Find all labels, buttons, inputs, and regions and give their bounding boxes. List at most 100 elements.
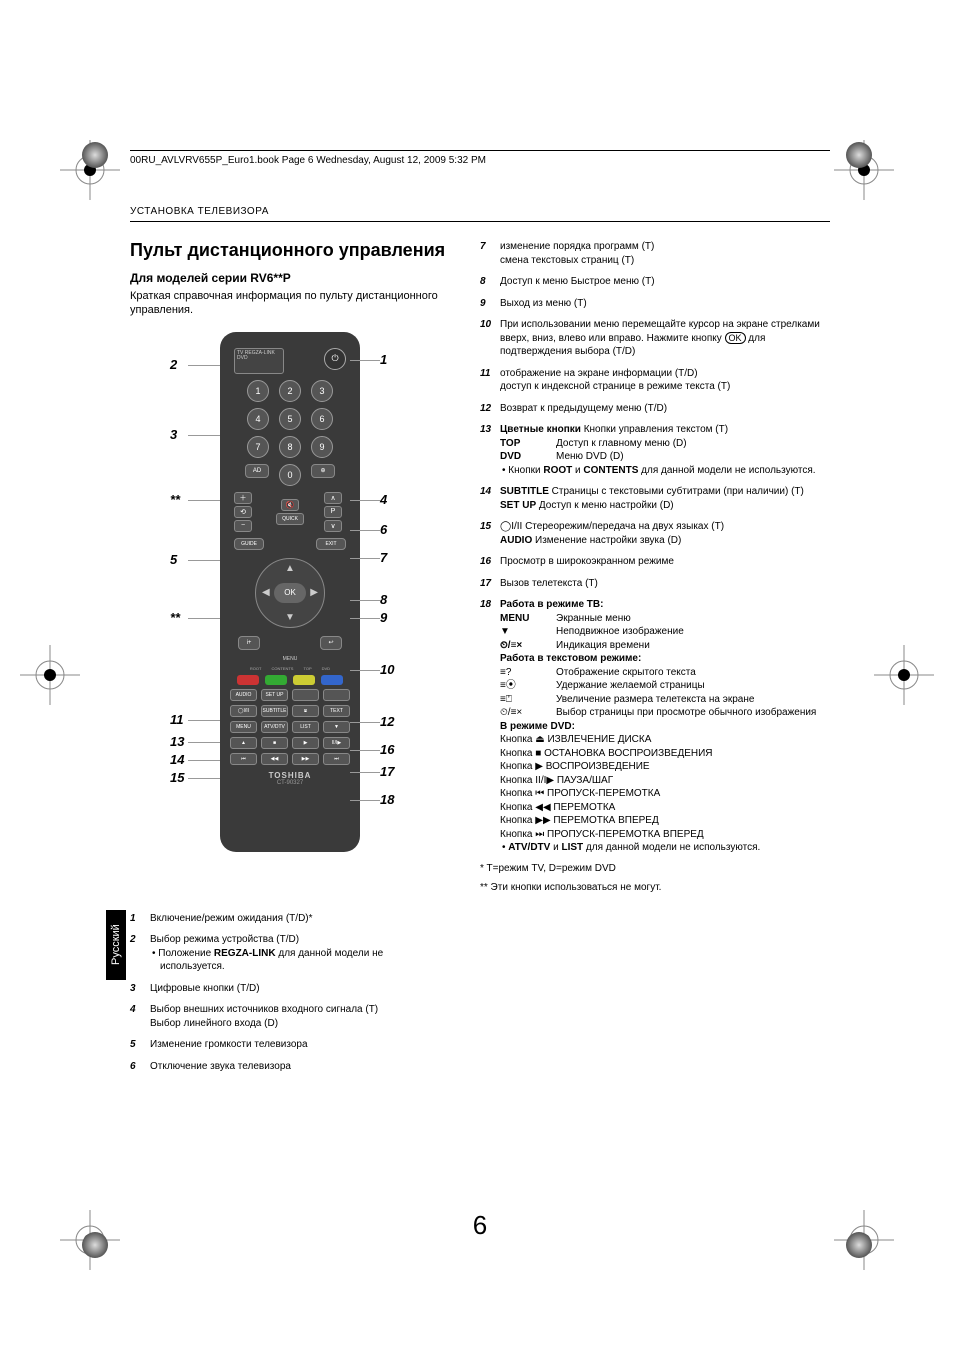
ad-button: AD	[245, 464, 269, 478]
callout-16: 16	[380, 742, 394, 757]
page-subtitle: Для моделей серии RV6**P	[130, 271, 450, 285]
quick-button: QUICK	[276, 513, 304, 525]
item18-text-title: Работа в текстовом режиме:	[500, 652, 830, 666]
description-list-right: 7изменение порядка программ (T)смена тек…	[480, 240, 830, 590]
remote-btn-row_b-3: TEXT	[323, 705, 350, 717]
remote-btn-row_e-0: ⏮	[230, 753, 257, 765]
digit-9: 9	[311, 436, 333, 458]
intro-text: Краткая справочная информация по пульту …	[130, 289, 450, 318]
remote-btn-row_d-1: ■	[261, 737, 288, 749]
ok-button: OK	[274, 583, 306, 603]
description-list-left: 1Включение/режим ожидания (T/D)* 2Выбор р…	[130, 912, 450, 1074]
decor-sphere-tr	[844, 140, 874, 170]
list-item-4: 4Выбор внешних источников входного сигна…	[130, 1003, 450, 1030]
color-button-2	[293, 675, 315, 685]
color-button-1	[265, 675, 287, 685]
menu-word: MENU	[228, 656, 352, 662]
callout-11: 11	[170, 712, 184, 727]
remote-btn-row_d-0: ▲	[230, 737, 257, 749]
digit-7: 7	[247, 436, 269, 458]
remote-btn-row_d-2: ▶	[292, 737, 319, 749]
callout-12: 12	[380, 714, 394, 729]
list-item-1: 1Включение/режим ожидания (T/D)*	[130, 912, 450, 926]
remote-btn-row_e-2: ▶▶	[292, 753, 319, 765]
digit-2: 2	[279, 380, 301, 402]
digit-0: 0	[279, 464, 301, 486]
callout-17: 17	[380, 764, 394, 779]
list-item-12: 12Возврат к предыдущему меню (T/D)	[480, 402, 830, 416]
list-item-3: 3Цифровые кнопки (T/D)	[130, 982, 450, 996]
decor-sphere-bl	[80, 1230, 110, 1260]
page-content: 00RU_AVLVRV655P_Euro1.book Page 6 Wednes…	[130, 150, 830, 1081]
page-number: 6	[130, 1210, 830, 1241]
list-item-17: 17Вызов телетекста (T)	[480, 577, 830, 591]
digit-4: 4	[247, 408, 269, 430]
list-item-8: 8Доступ к меню Быстрое меню (T)	[480, 275, 830, 289]
model-label: CT-90327	[228, 780, 352, 786]
callout-**: **	[170, 610, 180, 625]
callout-18: 18	[380, 792, 394, 807]
callout-**: **	[170, 492, 180, 507]
guide-button: GUIDE	[234, 538, 264, 550]
item18-dvd-note: • ATV/DTV и LIST для данной модели не ис…	[500, 841, 830, 855]
crop-mark-mr	[874, 645, 934, 705]
callout-3: 3	[170, 427, 177, 442]
file-header: 00RU_AVLVRV655P_Euro1.book Page 6 Wednes…	[130, 155, 830, 176]
remote-btn-row_e-1: ◀◀	[261, 753, 288, 765]
callout-2: 2	[170, 357, 177, 372]
exit-button: EXIT	[316, 538, 346, 550]
remote-btn-row_c-0: MENU	[230, 721, 257, 733]
list-item-13: 13Цветные кнопки Кнопки управления текст…	[480, 423, 830, 477]
digit-5: 5	[279, 408, 301, 430]
remote-btn-row_c-2: LIST	[292, 721, 319, 733]
program-control: ∧P∨	[324, 492, 346, 532]
list-item-15: 15◯I/II Стереорежим/передача на двух язы…	[480, 520, 830, 547]
remote-btn-row_d-3: II/I▶	[323, 737, 350, 749]
color-button-0	[237, 675, 259, 685]
remote-diagram: TV REGZA-LINK DVD ⏻ 123 456 789 AD0⊕ ＋⟲−…	[130, 332, 450, 892]
mode-switch: TV REGZA-LINK DVD	[234, 348, 284, 374]
decor-sphere-tl	[80, 140, 110, 170]
remote-btn-row_a-0: AUDIO	[230, 689, 257, 701]
color-button-3	[321, 675, 343, 685]
remote-btn-row_a-3	[323, 689, 350, 701]
decor-sphere-br	[844, 1230, 874, 1260]
item-18: 18 Работа в режиме ТВ: MENUЭкранные меню…	[480, 598, 830, 855]
brand-label: TOSHIBA	[228, 771, 352, 780]
page-title: Пульт дистанционного управления	[130, 240, 450, 261]
list-item-2: 2Выбор режима устройства (T/D)• Положени…	[130, 933, 450, 974]
callout-7: 7	[380, 550, 387, 565]
callout-13: 13	[170, 734, 184, 749]
digit-3: 3	[311, 380, 333, 402]
remote-btn-row_b-1: SUBTITLE	[261, 705, 288, 717]
list-item-11: 11отображение на экране информации (T/D)…	[480, 367, 830, 394]
input-button: ⊕	[311, 464, 335, 478]
info-button: i+	[238, 636, 260, 650]
remote-btn-row_a-2	[292, 689, 319, 701]
digit-8: 8	[279, 436, 301, 458]
callout-5: 5	[170, 552, 177, 567]
item18-tv-title: Работа в режиме ТВ:	[500, 598, 830, 612]
callout-10: 10	[380, 662, 394, 677]
language-tab: Русский	[106, 910, 126, 980]
remote-btn-row_a-1: SET UP	[261, 689, 288, 701]
digit-1: 1	[247, 380, 269, 402]
list-item-10: 10При использовании меню перемещайте кур…	[480, 318, 830, 359]
item18-dvd-title: В режиме DVD:	[500, 720, 830, 734]
list-item-5: 5Изменение громкости телевизора	[130, 1038, 450, 1052]
list-item-9: 9Выход из меню (T)	[480, 297, 830, 311]
callout-8: 8	[380, 592, 387, 607]
callout-4: 4	[380, 492, 387, 507]
remote-btn-row_e-3: ⏭	[323, 753, 350, 765]
power-button: ⏻	[324, 348, 346, 370]
footnote-1: * T=режим TV, D=режим DVD	[480, 863, 830, 874]
remote-btn-row_b-0: ◯I/II	[230, 705, 257, 717]
remote-btn-row_c-3: ▼	[323, 721, 350, 733]
digit-6: 6	[311, 408, 333, 430]
return-button: ↩	[320, 636, 342, 650]
callout-1: 1	[380, 352, 387, 367]
callout-9: 9	[380, 610, 387, 625]
list-item-6: 6Отключение звука телевизора	[130, 1060, 450, 1074]
volume-control: ＋⟲−	[234, 492, 256, 532]
remote-btn-row_b-2: ⧈	[292, 705, 319, 717]
